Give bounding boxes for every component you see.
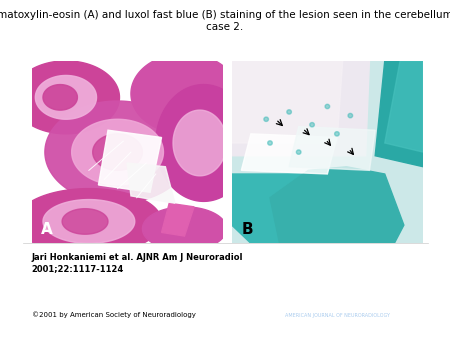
- Polygon shape: [232, 61, 369, 156]
- Circle shape: [264, 117, 269, 121]
- Polygon shape: [13, 61, 120, 134]
- Text: Jari Honkaniemi et al. AJNR Am J Neuroradiol
2001;22:1117-1124: Jari Honkaniemi et al. AJNR Am J Neurora…: [32, 254, 243, 273]
- Circle shape: [268, 141, 272, 145]
- Text: A: A: [41, 222, 53, 237]
- Polygon shape: [45, 101, 190, 203]
- Text: AINR: AINR: [300, 282, 375, 306]
- Circle shape: [310, 123, 315, 127]
- Polygon shape: [232, 61, 343, 143]
- Polygon shape: [241, 134, 337, 174]
- Polygon shape: [173, 110, 227, 176]
- Polygon shape: [143, 207, 227, 251]
- Polygon shape: [16, 189, 162, 254]
- Polygon shape: [162, 203, 194, 236]
- Text: AMERICAN JOURNAL OF NEURORADIOLOGY: AMERICAN JOURNAL OF NEURORADIOLOGY: [285, 313, 390, 317]
- Circle shape: [335, 132, 339, 136]
- Text: ©2001 by American Society of Neuroradiology: ©2001 by American Society of Neuroradiol…: [32, 311, 195, 318]
- Polygon shape: [232, 174, 350, 243]
- Circle shape: [348, 114, 353, 118]
- Polygon shape: [72, 119, 163, 185]
- Circle shape: [325, 104, 330, 108]
- Polygon shape: [62, 209, 108, 234]
- Text: B: B: [241, 222, 253, 237]
- Circle shape: [297, 150, 301, 154]
- Circle shape: [287, 110, 292, 114]
- Polygon shape: [385, 61, 423, 152]
- Polygon shape: [36, 75, 96, 119]
- Text: Hematoxylin-eosin (A) and luxol fast blue (B) staining of the lesion seen in the: Hematoxylin-eosin (A) and luxol fast blu…: [0, 10, 450, 32]
- Polygon shape: [127, 163, 175, 203]
- Polygon shape: [131, 53, 238, 134]
- Polygon shape: [43, 84, 77, 110]
- Polygon shape: [232, 61, 423, 243]
- Polygon shape: [270, 167, 404, 243]
- Polygon shape: [99, 130, 162, 192]
- Polygon shape: [289, 126, 375, 170]
- Polygon shape: [375, 61, 423, 167]
- Polygon shape: [156, 84, 252, 201]
- Polygon shape: [93, 134, 142, 170]
- Polygon shape: [43, 199, 135, 243]
